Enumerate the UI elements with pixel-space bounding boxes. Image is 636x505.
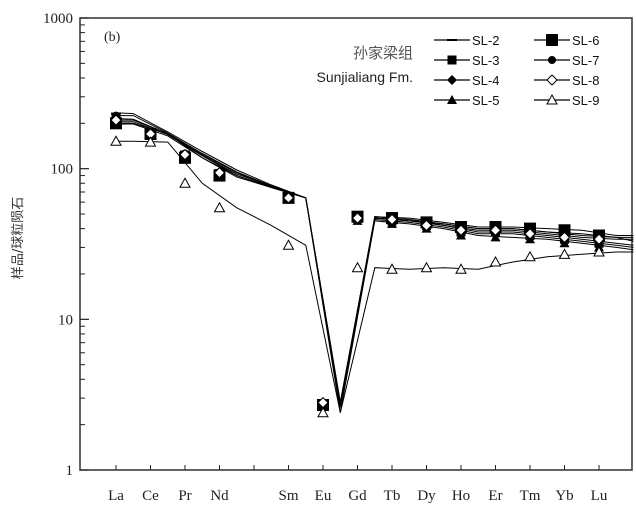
series-marker [593,233,605,245]
series-marker [455,263,467,274]
legend-entry-sl-2: SL-2 [434,33,499,48]
series-sl-9 [110,135,634,418]
series-marker [144,136,157,147]
legend-label: SL-5 [472,93,499,108]
x-tick-label: Yb [555,488,573,504]
series-sl-6 [110,117,634,412]
legend-entry-sl-6: SL-6 [534,33,599,48]
series-marker [490,232,501,242]
plot-frame [79,17,633,471]
legend-label: SL-2 [472,33,499,48]
legend-label: SL-3 [472,53,499,68]
series-marker [447,55,457,65]
series-line [116,123,634,413]
series-marker [213,201,226,213]
x-tick-label: La [108,488,124,504]
series-marker [386,213,398,226]
legend-entry-sl-5: SL-5 [434,93,499,108]
y-tick-label: 10 [58,312,73,328]
series-marker [110,114,122,126]
legend-label: SL-9 [572,93,599,108]
series-marker [351,212,364,224]
series-line [116,140,634,413]
series-line [115,118,634,406]
y-tick-label: 100 [51,162,74,178]
legend-entry-sl-4: SL-4 [434,73,499,88]
series-marker [546,34,558,46]
series-marker [213,167,226,179]
series-marker [420,261,433,273]
series-marker [447,95,457,104]
series-marker [558,248,571,259]
series-marker [489,224,502,236]
x-tick-label: Gd [348,488,367,504]
series-marker [386,263,398,274]
formation-name-en: Sunjialiang Fm. [317,69,414,85]
x-tick-label: Dy [417,488,436,504]
x-tick-label: Eu [315,488,332,504]
legend-label: SL-7 [572,53,599,68]
legend-label: SL-4 [472,73,499,88]
series-marker [282,192,295,204]
y-axis-title: 样品/球粒陨石 [11,197,26,279]
series-marker [489,256,502,267]
legend-label: SL-8 [572,73,599,88]
legend-entry-sl-3: SL-3 [434,53,499,68]
series-marker [179,148,191,161]
legend-entry-sl-7: SL-7 [534,53,599,68]
series-line [116,119,634,403]
series-marker [455,224,467,236]
panel-label: (b) [104,30,121,45]
series-lines [110,111,634,418]
y-axis: 1 10 100 1000 [43,11,89,479]
x-tick-label: Lu [591,488,608,504]
series-marker [524,250,536,262]
series-marker [546,74,558,86]
legend-entry-sl-8: SL-8 [534,73,599,88]
series-marker [524,228,536,240]
series-marker [179,177,191,188]
series-marker [420,219,433,232]
series-marker [351,261,364,273]
series-marker [546,93,558,105]
y-tick-label: 1000 [43,11,73,27]
series-marker [282,239,295,250]
series-line [116,121,634,408]
legend-entry-sl-9: SL-9 [534,93,599,108]
series-marker [548,56,556,64]
series-line [115,112,634,403]
plot-frame-rect [79,17,633,471]
x-tick-label: Er [488,488,502,504]
formation-name-cn: 孙家梁组 [353,44,413,62]
series-marker [317,406,329,418]
series-marker [110,135,122,146]
series-marker [447,75,457,85]
series-line [116,115,634,403]
x-tick-label: Pr [178,488,191,504]
series-line [116,122,634,406]
legend-label: SL-6 [572,33,599,48]
legend: SL-2 SL-3 SL-4 SL-5 SL-6 SL-7 SL-8 SL-9 [434,33,599,108]
x-tick-label: Nd [210,488,229,504]
x-tick-label: Ce [142,488,159,504]
x-tick-label: Ho [452,488,470,504]
series-marker [593,245,605,257]
series-marker [558,231,571,244]
series-sl-8 [110,114,634,409]
x-tick-label: Sm [278,488,298,504]
y-tick-label: 1 [66,463,74,479]
x-tick-label: Tb [384,488,401,504]
x-axis: La Ce Pr Nd Sm Eu Gd Tb Dy Ho Er Tm Yb Lu [108,465,608,504]
x-tick-label: Tm [520,488,541,504]
